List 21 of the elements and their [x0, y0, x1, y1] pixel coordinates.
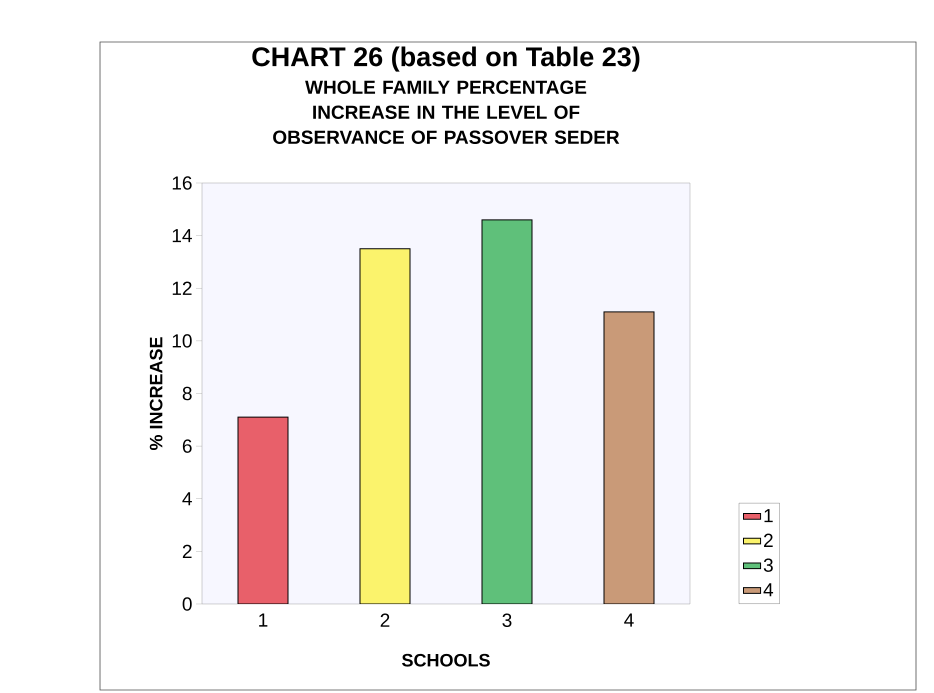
y-tick-label: 6 [182, 439, 192, 453]
chart-subtitle: WHOLE FAMILY PERCENTAGE INCREASE IN THE LEVEL OF OBSERVANCE OF PASSOVER SEDER [273, 80, 620, 144]
legend-label: 4 [764, 583, 774, 596]
x-tick-label: 3 [502, 614, 512, 627]
y-tick-label: 4 [182, 492, 192, 506]
x-tick-label: 2 [380, 614, 390, 627]
x-tick-label: 4 [624, 614, 634, 627]
y-tick-label: 10 [172, 334, 192, 348]
y-tick-label: 0 [182, 597, 192, 611]
chart-title: CHART 26 (based on Table 23) [252, 46, 640, 72]
x-axis-title: SCHOOLS [402, 654, 490, 667]
y-tick-label: 2 [182, 544, 192, 558]
y-tick-label: 8 [182, 386, 192, 400]
x-tick-label: 1 [259, 614, 268, 627]
y-tick-label: 16 [172, 176, 192, 190]
legend-label: 3 [764, 558, 773, 572]
y-tick-label: 14 [172, 229, 192, 242]
legend-label: 1 [764, 509, 773, 522]
y-axis-title: % INCREASE [150, 337, 162, 450]
legend-label: 2 [764, 534, 773, 547]
y-tick-label: 12 [172, 282, 192, 295]
